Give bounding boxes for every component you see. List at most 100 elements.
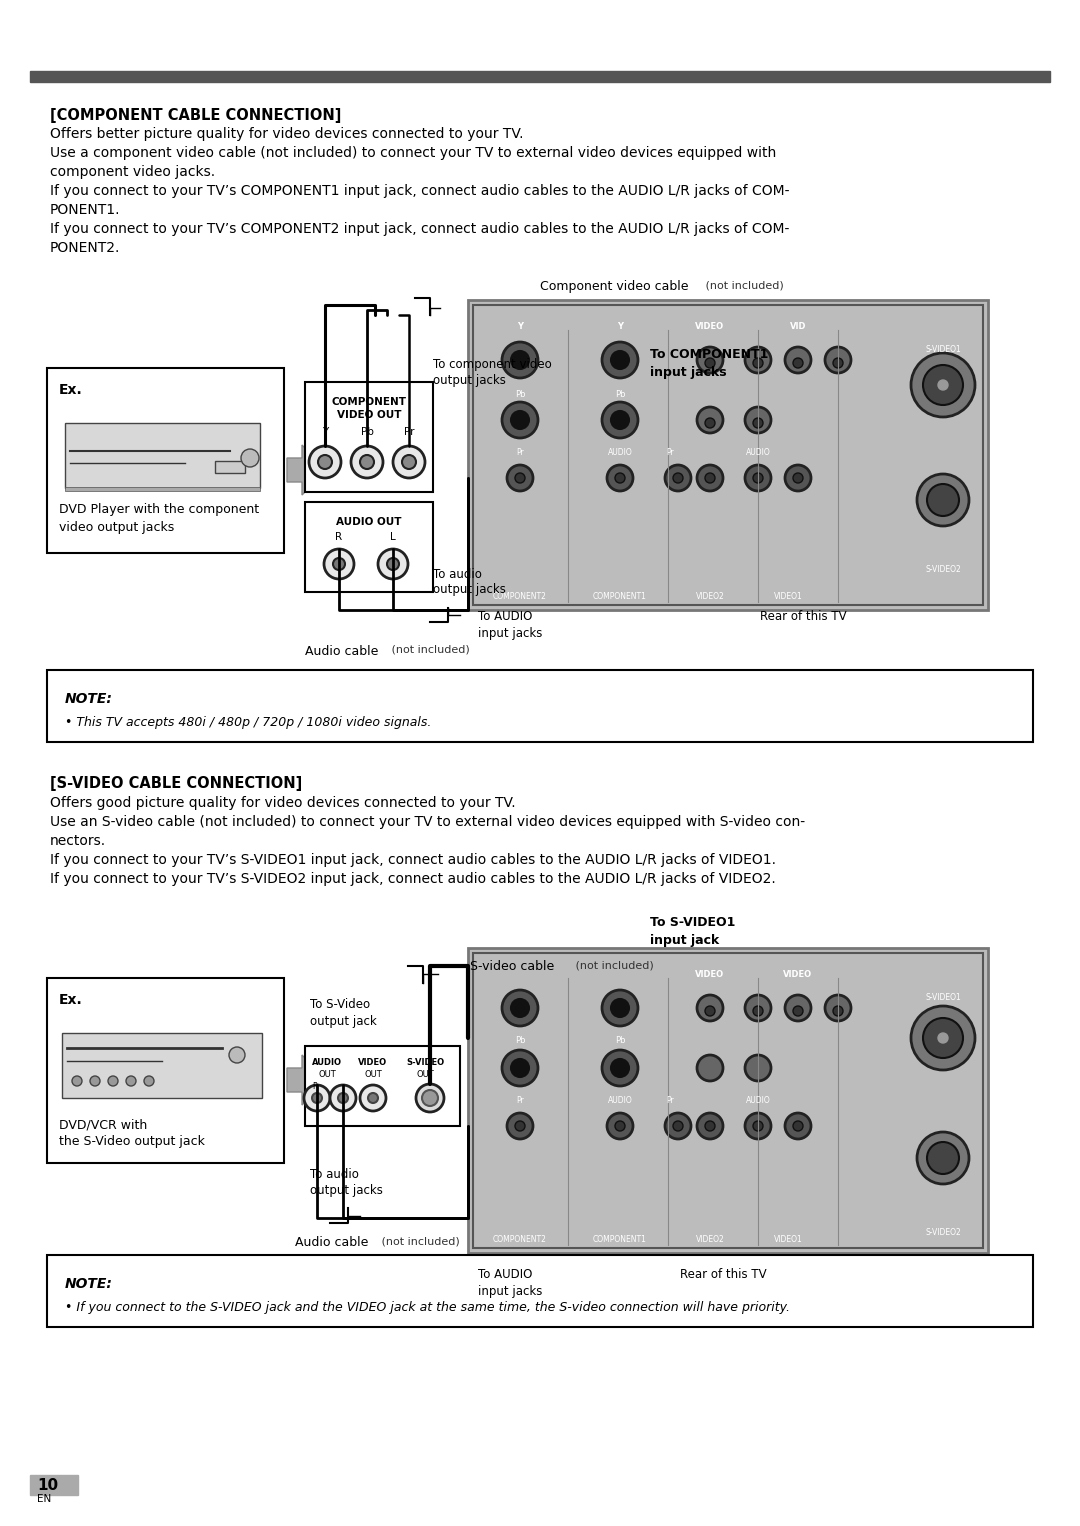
Text: (not included): (not included) xyxy=(572,960,653,971)
Text: input jacks: input jacks xyxy=(478,627,542,639)
Circle shape xyxy=(923,365,963,404)
Text: Pr: Pr xyxy=(516,449,524,456)
Text: COMPONENT1: COMPONENT1 xyxy=(593,592,647,601)
Circle shape xyxy=(697,407,723,433)
Circle shape xyxy=(241,449,259,467)
Circle shape xyxy=(745,995,771,1021)
Text: PONENT1.: PONENT1. xyxy=(50,203,121,217)
Text: output jacks: output jacks xyxy=(310,1184,383,1196)
Text: COMPONENT2: COMPONENT2 xyxy=(494,592,546,601)
Text: AUDIO: AUDIO xyxy=(608,1096,633,1105)
Circle shape xyxy=(416,1083,444,1112)
Circle shape xyxy=(705,1122,715,1131)
Circle shape xyxy=(90,1076,100,1087)
Text: To component video: To component video xyxy=(433,359,552,371)
Circle shape xyxy=(333,559,345,571)
Circle shape xyxy=(785,995,811,1021)
Text: • This TV accepts 480i / 480p / 720p / 1080i video signals.: • This TV accepts 480i / 480p / 720p / 1… xyxy=(65,716,431,729)
Text: To audio: To audio xyxy=(433,568,482,581)
Text: nectors.: nectors. xyxy=(50,835,106,848)
Text: [COMPONENT CABLE CONNECTION]: [COMPONENT CABLE CONNECTION] xyxy=(50,108,341,124)
Text: • If you connect to the S-VIDEO jack and the VIDEO jack at the same time, the S-: • If you connect to the S-VIDEO jack and… xyxy=(65,1302,789,1314)
Text: If you connect to your TV’s S-VIDEO2 input jack, connect audio cables to the AUD: If you connect to your TV’s S-VIDEO2 inp… xyxy=(50,871,775,887)
Bar xyxy=(65,487,260,491)
Text: VIDEO1: VIDEO1 xyxy=(773,592,802,601)
Circle shape xyxy=(602,990,638,1025)
Bar xyxy=(65,423,260,488)
Bar xyxy=(48,1254,1032,1328)
Bar xyxy=(473,954,983,1248)
Circle shape xyxy=(144,1076,154,1087)
Text: COMPONENT: COMPONENT xyxy=(332,397,406,407)
Circle shape xyxy=(615,473,625,484)
Circle shape xyxy=(607,1112,633,1138)
Text: AUDIO: AUDIO xyxy=(608,449,633,456)
Circle shape xyxy=(511,351,529,369)
Circle shape xyxy=(324,549,354,578)
Bar xyxy=(48,368,284,552)
Text: VIDEO2: VIDEO2 xyxy=(696,1235,725,1244)
Circle shape xyxy=(753,418,762,427)
Circle shape xyxy=(753,359,762,368)
Circle shape xyxy=(611,410,629,429)
Circle shape xyxy=(318,455,332,468)
Text: video output jacks: video output jacks xyxy=(59,520,174,534)
Text: component video jacks.: component video jacks. xyxy=(50,165,215,179)
Circle shape xyxy=(753,1006,762,1016)
Text: VIDEO: VIDEO xyxy=(696,971,725,980)
Text: VIDEO OUT: VIDEO OUT xyxy=(337,410,402,420)
Circle shape xyxy=(360,1085,386,1111)
Circle shape xyxy=(697,346,723,372)
Circle shape xyxy=(387,559,399,571)
Text: Use a component video cable (not included) to connect your TV to external video : Use a component video cable (not include… xyxy=(50,146,777,160)
Text: L: L xyxy=(390,533,396,542)
Circle shape xyxy=(309,446,341,478)
Text: R: R xyxy=(312,1082,318,1091)
Text: If you connect to your TV’s COMPONENT2 input jack, connect audio cables to the A: If you connect to your TV’s COMPONENT2 i… xyxy=(50,221,789,237)
Text: Y: Y xyxy=(517,322,523,331)
Circle shape xyxy=(939,380,948,391)
Circle shape xyxy=(793,473,804,484)
Text: (not included): (not included) xyxy=(702,279,784,290)
Text: NOTE:: NOTE: xyxy=(65,1277,113,1291)
Circle shape xyxy=(793,1006,804,1016)
Text: DVD Player with the component: DVD Player with the component xyxy=(59,504,259,516)
Text: VIDEO2: VIDEO2 xyxy=(696,592,725,601)
Text: Pb: Pb xyxy=(615,1036,625,1045)
Circle shape xyxy=(511,1059,529,1077)
Text: OUT: OUT xyxy=(364,1070,382,1079)
Circle shape xyxy=(673,473,683,484)
Bar xyxy=(473,305,983,604)
Text: VID: VID xyxy=(789,322,807,331)
Text: AUDIO: AUDIO xyxy=(745,1096,770,1105)
Circle shape xyxy=(611,1000,629,1016)
Text: VIDEO1: VIDEO1 xyxy=(773,1235,802,1244)
Circle shape xyxy=(697,1112,723,1138)
Bar xyxy=(62,1033,262,1099)
Circle shape xyxy=(753,473,762,484)
Text: DVD/VCR with: DVD/VCR with xyxy=(59,1119,147,1131)
Text: Offers good picture quality for video devices connected to your TV.: Offers good picture quality for video de… xyxy=(50,797,515,810)
Text: VIDEO: VIDEO xyxy=(696,322,725,331)
Text: COMPONENT2: COMPONENT2 xyxy=(494,1235,546,1244)
Circle shape xyxy=(393,446,426,478)
Circle shape xyxy=(785,465,811,491)
Text: OUT: OUT xyxy=(416,1070,434,1079)
Circle shape xyxy=(507,465,534,491)
Circle shape xyxy=(912,353,975,417)
Text: Use an S-video cable (not included) to connect your TV to external video devices: Use an S-video cable (not included) to c… xyxy=(50,815,805,829)
Circle shape xyxy=(126,1076,136,1087)
Text: NOTE:: NOTE: xyxy=(65,691,113,707)
Text: Offers better picture quality for video devices connected to your TV.: Offers better picture quality for video … xyxy=(50,127,524,140)
Text: Pr: Pr xyxy=(666,1096,674,1105)
Text: To S-VIDEO1: To S-VIDEO1 xyxy=(650,916,735,929)
Circle shape xyxy=(511,410,529,429)
Circle shape xyxy=(507,1112,534,1138)
Circle shape xyxy=(923,1018,963,1058)
Text: Ex.: Ex. xyxy=(59,993,83,1007)
Circle shape xyxy=(793,359,804,368)
Text: Component video cable: Component video cable xyxy=(540,279,689,293)
Text: To COMPONENT1: To COMPONENT1 xyxy=(650,348,768,362)
Text: Pb: Pb xyxy=(361,427,374,436)
Polygon shape xyxy=(287,1054,327,1105)
